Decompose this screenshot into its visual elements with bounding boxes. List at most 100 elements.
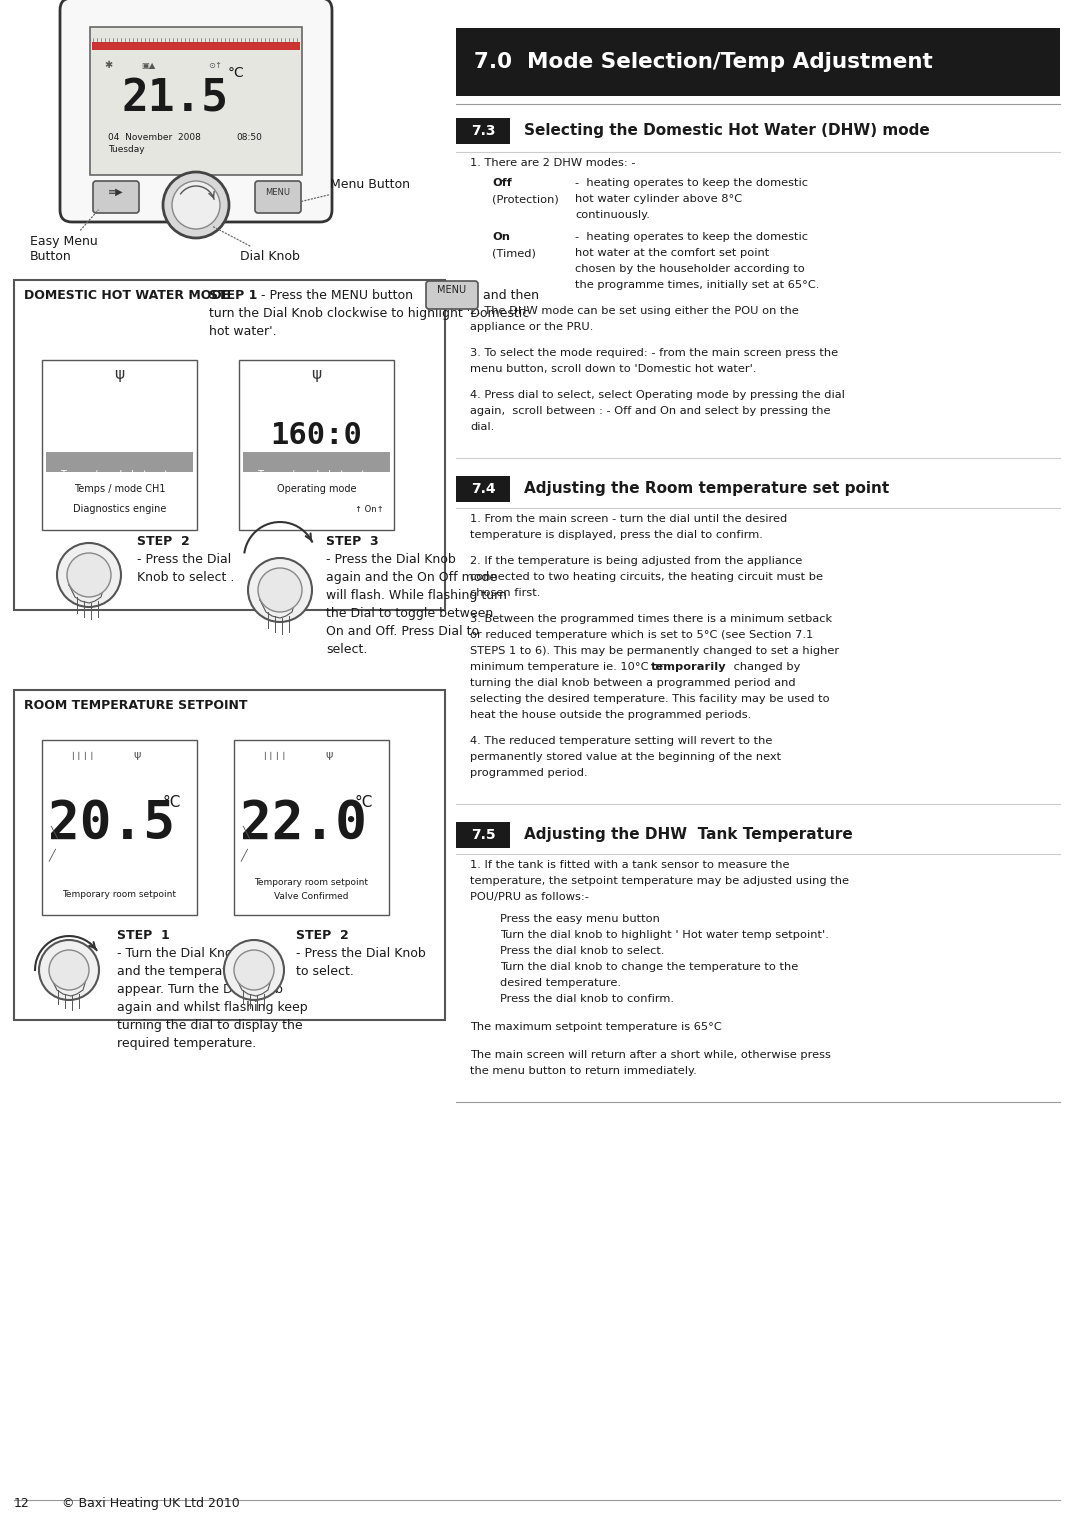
Text: Temps / mode hot water: Temps / mode hot water — [60, 470, 178, 479]
Text: 2. The DHW mode can be set using either the POU on the: 2. The DHW mode can be set using either … — [470, 305, 799, 316]
FancyBboxPatch shape — [255, 182, 301, 212]
Text: to select.: to select. — [296, 965, 354, 977]
Text: MENU: MENU — [437, 286, 467, 295]
Bar — [243, 452, 390, 472]
Circle shape — [49, 950, 89, 989]
Text: desired temperature.: desired temperature. — [500, 977, 621, 988]
FancyBboxPatch shape — [93, 182, 139, 212]
Text: minimum temperature ie. 10°C or: minimum temperature ie. 10°C or — [470, 663, 667, 672]
Text: 7.3: 7.3 — [471, 124, 496, 137]
Circle shape — [258, 568, 302, 612]
Bar — [456, 476, 510, 502]
Bar — [14, 690, 445, 1020]
FancyBboxPatch shape — [426, 281, 478, 308]
Text: On: On — [492, 232, 510, 241]
Bar — [42, 360, 197, 530]
Text: the Dial to toggle between: the Dial to toggle between — [326, 608, 494, 620]
Text: POU/PRU as follows:-: POU/PRU as follows:- — [470, 892, 589, 902]
Bar — [234, 741, 389, 915]
Text: Temps / mode CH1: Temps / mode CH1 — [73, 484, 165, 495]
Text: 3. To select the mode required: - from the main screen press the: 3. To select the mode required: - from t… — [470, 348, 838, 357]
Text: 1. There are 2 DHW modes: -: 1. There are 2 DHW modes: - — [470, 157, 635, 168]
Text: chosen by the householder according to: chosen by the householder according to — [575, 264, 805, 273]
Text: ╱: ╱ — [48, 847, 55, 861]
Text: - Turn the Dial Knob: - Turn the Dial Knob — [117, 947, 241, 960]
Text: 3. Between the programmed times there is a minimum setback: 3. Between the programmed times there is… — [470, 614, 832, 625]
Text: °C: °C — [354, 796, 373, 809]
Text: continuously.: continuously. — [575, 211, 650, 220]
Bar — [92, 43, 300, 50]
Text: connected to two heating circuits, the heating circuit must be: connected to two heating circuits, the h… — [470, 573, 823, 582]
Text: and the temperature will: and the temperature will — [117, 965, 272, 977]
Text: Temporary room setpoint: Temporary room setpoint — [255, 878, 368, 887]
Text: permanently stored value at the beginning of the next: permanently stored value at the beginnin… — [470, 751, 781, 762]
Text: STEPS 1 to 6). This may be permanently changed to set a higher: STEPS 1 to 6). This may be permanently c… — [470, 646, 839, 657]
Text: °C: °C — [163, 796, 181, 809]
Text: ╲: ╲ — [242, 825, 248, 838]
Text: ╱: ╱ — [240, 847, 246, 861]
Text: -  heating operates to keep the domestic: - heating operates to keep the domestic — [575, 179, 808, 188]
Text: STEP  1: STEP 1 — [117, 928, 170, 942]
Text: ▏▏▏▏: ▏▏▏▏ — [264, 751, 291, 760]
Text: Adjusting the DHW  Tank Temperature: Adjusting the DHW Tank Temperature — [524, 828, 853, 843]
Text: ▏▏▏▏: ▏▏▏▏ — [72, 751, 98, 760]
Bar — [456, 822, 510, 847]
Text: ψ: ψ — [311, 366, 322, 382]
Circle shape — [248, 557, 312, 621]
Text: dial.: dial. — [470, 421, 495, 432]
Text: Temporary room setpoint: Temporary room setpoint — [63, 890, 176, 899]
Text: temporarily: temporarily — [651, 663, 727, 672]
Text: programmed period.: programmed period. — [470, 768, 588, 777]
Bar — [456, 118, 510, 144]
Text: Dial Knob: Dial Knob — [213, 226, 300, 263]
Text: ≡▶: ≡▶ — [108, 186, 124, 197]
Text: hot water cylinder above 8°C: hot water cylinder above 8°C — [575, 194, 742, 205]
Text: -  heating operates to keep the domestic: - heating operates to keep the domestic — [575, 232, 808, 241]
Text: 1. From the main screen - turn the dial until the desired: 1. From the main screen - turn the dial … — [470, 515, 787, 524]
Text: Temps / mode hot water: Temps / mode hot water — [257, 470, 376, 479]
Text: Turn the dial knob to change the temperature to the: Turn the dial knob to change the tempera… — [500, 962, 798, 973]
Text: MENU: MENU — [266, 188, 291, 197]
Text: STEP  2: STEP 2 — [296, 928, 349, 942]
Text: - Press the MENU button: - Press the MENU button — [261, 289, 413, 302]
Text: 4. The reduced temperature setting will revert to the: 4. The reduced temperature setting will … — [470, 736, 772, 747]
Bar — [239, 360, 394, 530]
Text: menu button, scroll down to 'Domestic hot water'.: menu button, scroll down to 'Domestic ho… — [470, 363, 756, 374]
Polygon shape — [260, 583, 296, 618]
Text: turn the Dial Knob clockwise to highlight 'Domestic: turn the Dial Knob clockwise to highligh… — [210, 307, 529, 321]
Text: ╲: ╲ — [50, 825, 57, 838]
Circle shape — [39, 941, 99, 1000]
Text: ▣▲: ▣▲ — [140, 61, 156, 70]
Bar — [46, 452, 193, 472]
Text: ↑ On↑: ↑ On↑ — [355, 505, 384, 515]
Text: ψ: ψ — [326, 750, 334, 760]
Text: 04  November  2008: 04 November 2008 — [108, 133, 201, 142]
Text: turning the dial knob between a programmed period and: turning the dial knob between a programm… — [470, 678, 796, 689]
Text: the menu button to return immediately.: the menu button to return immediately. — [470, 1066, 697, 1077]
Text: On and Off. Press Dial to: On and Off. Press Dial to — [326, 625, 480, 638]
Text: Press the dial knob to confirm.: Press the dial knob to confirm. — [500, 994, 674, 1003]
Text: Press the easy menu button: Press the easy menu button — [500, 915, 660, 924]
Text: (Protection): (Protection) — [492, 194, 558, 205]
Text: Selecting the Domestic Hot Water (DHW) mode: Selecting the Domestic Hot Water (DHW) m… — [524, 124, 930, 139]
Text: 08:50: 08:50 — [237, 133, 262, 142]
Text: hot water at the comfort set point: hot water at the comfort set point — [575, 247, 769, 258]
Text: - Press the Dial Knob: - Press the Dial Knob — [296, 947, 426, 960]
Circle shape — [172, 182, 220, 229]
Circle shape — [67, 553, 111, 597]
Text: Adjusting the Room temperature set point: Adjusting the Room temperature set point — [524, 481, 889, 496]
Polygon shape — [51, 962, 87, 996]
Text: - Press the Dial Knob: - Press the Dial Knob — [326, 553, 456, 567]
Text: hot water'.: hot water'. — [210, 325, 276, 337]
Text: Easy Menu
Button: Easy Menu Button — [30, 211, 98, 263]
Text: 21.5: 21.5 — [121, 76, 229, 121]
Text: 22.0: 22.0 — [240, 799, 367, 851]
Circle shape — [234, 950, 274, 989]
Text: Valve Confirmed: Valve Confirmed — [274, 892, 349, 901]
Text: temperature, the setpoint temperature may be adjusted using the: temperature, the setpoint temperature ma… — [470, 876, 849, 886]
Text: 160:0: 160:0 — [271, 421, 363, 450]
Text: (Timed): (Timed) — [492, 247, 536, 258]
Bar — [90, 27, 302, 176]
Text: 1. If the tank is fitted with a tank sensor to measure the: 1. If the tank is fitted with a tank sen… — [470, 860, 789, 870]
Text: The maximum setpoint temperature is 65°C: The maximum setpoint temperature is 65°C — [470, 1022, 721, 1032]
